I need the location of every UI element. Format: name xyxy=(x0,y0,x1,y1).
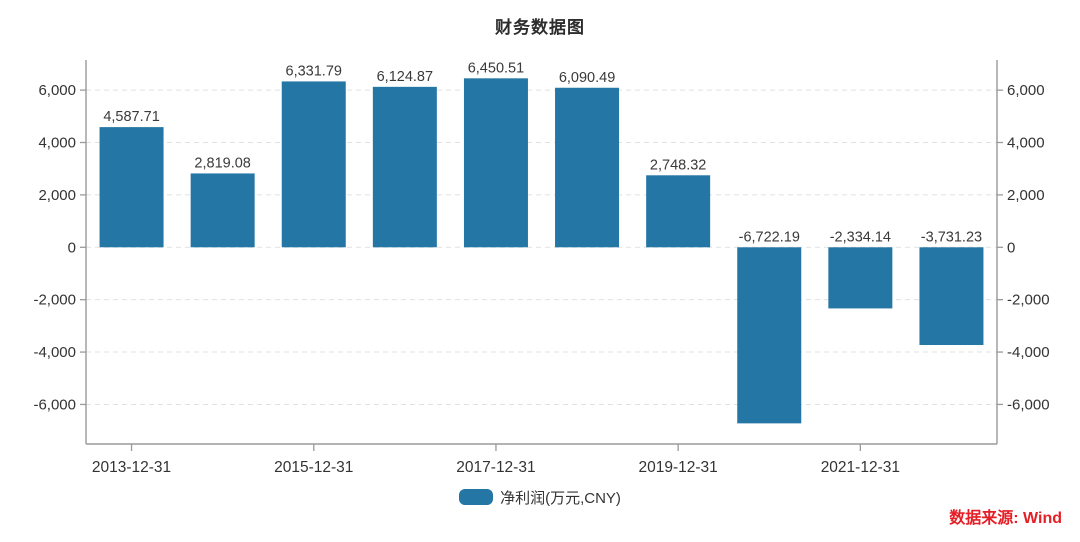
y-tick-label-left: 2,000 xyxy=(38,187,76,204)
bar xyxy=(646,175,711,248)
legend-swatch-icon xyxy=(459,489,494,505)
bar-value-label: 4,587.71 xyxy=(103,109,159,125)
value-labels: 4,587.71 2,819.08 6,331.79 6,124.87 6,450.51… xyxy=(103,60,982,245)
x-tick-label: 2021-12-31 xyxy=(821,459,900,476)
data-source-note: 数据来源: Wind xyxy=(949,510,1062,527)
axes xyxy=(80,60,1003,451)
y-tick-label-left: -6,000 xyxy=(33,396,76,413)
legend[interactable]: 净利润(万元,CNY) xyxy=(0,487,1080,507)
legend-label: 净利润(万元,CNY) xyxy=(500,489,621,507)
bar xyxy=(737,247,802,424)
x-tick-label: 2013-12-31 xyxy=(92,459,171,476)
y-tick-label-right: -4,000 xyxy=(1007,344,1050,361)
x-tick-label: 2015-12-31 xyxy=(274,459,353,476)
bar-series xyxy=(99,78,984,424)
y-tick-label-right: -2,000 xyxy=(1007,292,1050,309)
bar xyxy=(99,127,164,248)
bar-value-label: 6,090.49 xyxy=(559,70,615,86)
bar xyxy=(190,173,255,248)
y-tick-label-right: -6,000 xyxy=(1007,396,1050,413)
bar xyxy=(828,247,893,309)
chart-title: 财务数据图 xyxy=(495,18,585,37)
bar xyxy=(372,86,437,248)
y-tick-label-left: -2,000 xyxy=(33,292,76,309)
y-tick-label-left: 0 xyxy=(68,239,76,256)
bar xyxy=(555,87,620,248)
y-tick-label-left: -4,000 xyxy=(33,344,76,361)
y-tick-label-right: 0 xyxy=(1007,239,1015,256)
chart-canvas: 6,000 6,000 4,000 4,000 2,000 2,000 0 0 -2,000 -2… xyxy=(33,60,1050,476)
y-tick-label-right: 2,000 xyxy=(1007,187,1045,204)
bar-value-label: 6,124.87 xyxy=(377,69,433,85)
x-tick-label: 2017-12-31 xyxy=(456,459,535,476)
x-tick-labels: 2013-12-31 2015-12-31 2017-12-31 2019-12-31… xyxy=(92,459,900,476)
y-tick-label-right: 4,000 xyxy=(1007,135,1045,152)
bar-value-label: -3,731.23 xyxy=(921,229,982,245)
y-tick-label-left: 4,000 xyxy=(38,135,76,152)
bar-value-label: 2,748.32 xyxy=(650,157,706,173)
bar-value-label: 2,819.08 xyxy=(194,155,250,171)
x-tick-label: 2019-12-31 xyxy=(639,459,718,476)
bar xyxy=(281,81,346,248)
bar-value-label: -2,334.14 xyxy=(830,229,891,245)
bar-value-label: 6,331.79 xyxy=(286,63,342,79)
bar-value-label: -6,722.19 xyxy=(739,229,800,245)
y-tick-labels: 6,000 6,000 4,000 4,000 2,000 2,000 0 0 -2,000 -2… xyxy=(33,82,1049,413)
bar xyxy=(463,78,528,248)
y-tick-label-left: 6,000 xyxy=(38,82,76,99)
y-tick-label-right: 6,000 xyxy=(1007,82,1045,99)
bar-value-label: 6,450.51 xyxy=(468,60,524,76)
bar xyxy=(919,247,984,346)
